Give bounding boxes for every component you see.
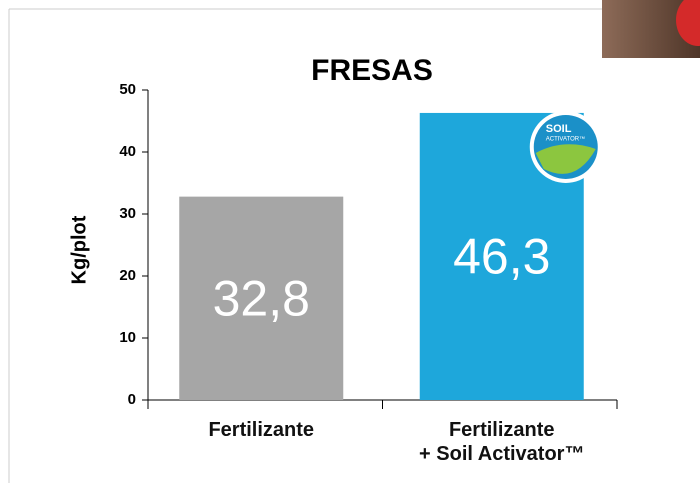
chart-title: FRESAS — [311, 54, 433, 87]
page: FRESAS Kg/plot 0 10 20 30 40 50 32,8 46,3 SOILAC… — [0, 0, 700, 483]
y-tick-label: 50 — [119, 81, 136, 98]
y-tick-label: 10 — [119, 329, 136, 346]
photo — [602, 0, 700, 58]
y-tick-label: 20 — [119, 267, 136, 284]
y-tick-label: 30 — [119, 205, 136, 222]
value-label: 32,8 — [213, 271, 310, 327]
x-tick-label: Fertilizante — [141, 418, 381, 442]
chart: FRESAS Kg/plot 0 10 20 30 40 50 32,8 46,3 SOILAC… — [0, 0, 700, 483]
value-label: 46,3 — [453, 229, 550, 285]
y-tick-label: 40 — [119, 143, 136, 160]
badge-text: ACTIVATOR™ — [546, 136, 585, 143]
badge-text: SOIL — [546, 123, 572, 135]
y-axis-label: Kg/plot — [68, 215, 90, 284]
y-tick-label: 0 — [128, 391, 136, 408]
x-tick-label: Fertilizante + Soil Activator™ — [382, 418, 622, 466]
